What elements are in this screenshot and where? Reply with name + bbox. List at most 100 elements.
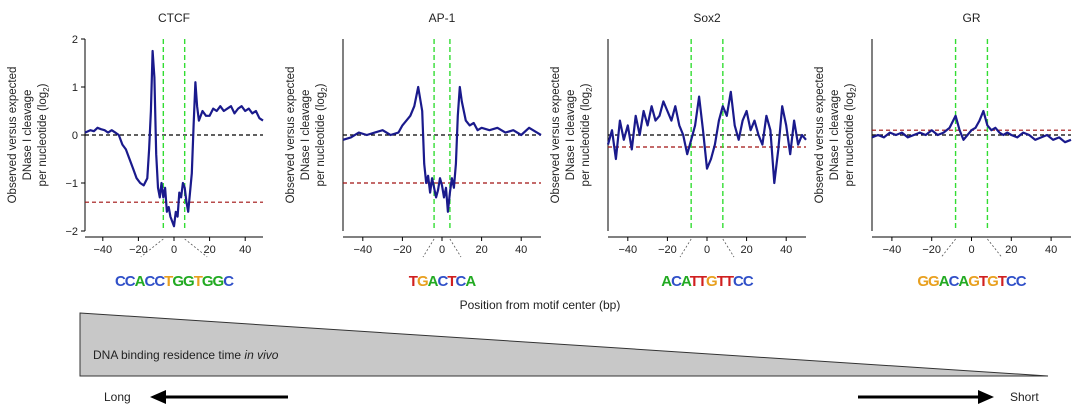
x-tick-label: 20 [740, 244, 752, 256]
motif-logo-letter: G [202, 273, 213, 290]
motif-logo-letter: T [690, 273, 699, 290]
long-label: Long [104, 390, 131, 404]
x-tick-label: 20 [475, 244, 487, 256]
motif-logo: CCACCTGGTGGC [115, 273, 234, 290]
x-tick-label: 20 [203, 244, 215, 256]
residence-time-label: DNA binding residence time in vivo [93, 348, 279, 362]
cleavage-series-line [606, 90, 807, 185]
y-axis-label-line: Observed versus expected [285, 67, 297, 204]
y-axis-label-close: ) [37, 83, 49, 87]
motif-logo-letter: C [1016, 273, 1027, 290]
motif-leader-line [941, 238, 956, 258]
y-axis-label-close: ) [580, 83, 592, 87]
motif-logo-letter: G [213, 273, 224, 290]
y-axis-label-close: ) [315, 83, 327, 87]
motif-logo-letter: C [949, 273, 960, 290]
y-axis-label-subscript: 2 [320, 87, 329, 92]
x-tick-label: 0 [968, 244, 974, 256]
y-tick-label: −1 [65, 178, 78, 190]
x-tick-label: −40 [618, 244, 637, 256]
y-axis-label-line: DNase I cleavage [565, 90, 577, 181]
y-axis-label: Observed versus expected DNase I cleavage… [814, 67, 858, 204]
motif-logo-letter: G [706, 273, 717, 290]
motif-leader-line [140, 238, 164, 258]
x-tick-label: −20 [922, 244, 941, 256]
motif-logo-letter: C [223, 273, 234, 290]
left-arrow-icon [150, 390, 166, 404]
motif-logo-letter: T [998, 273, 1007, 290]
panel-title: CTCF [158, 11, 190, 25]
y-axis-label-subscript: 2 [849, 87, 858, 92]
motif-logo-letter: T [164, 273, 173, 290]
chart-panel-gr: GR Observed versus expected DNase I cleava… [814, 11, 1072, 290]
motif-logo-letter: C [144, 273, 155, 290]
motif-leader-line [184, 238, 208, 258]
y-axis-label-line: DNase I cleavage [300, 90, 312, 181]
motif-leader-line [722, 238, 735, 258]
motif-logo-letter: G [928, 273, 939, 290]
motif-logo: ACATTGTTCC [661, 273, 754, 290]
motif-leader-line [987, 238, 1002, 258]
panel-title: AP-1 [429, 11, 456, 25]
y-axis-label-line: DNase I cleavage [22, 90, 34, 181]
x-tick-label: −20 [658, 244, 677, 256]
motif-logo-letter: C [154, 273, 165, 290]
cleavage-series-line [871, 109, 1072, 144]
chart-panel-sox2: Sox2 Observed versus expected DNase I clea… [550, 11, 807, 290]
x-tick-label: 0 [439, 244, 445, 256]
y-axis-label-line: Observed versus expected [550, 67, 562, 204]
y-tick-label: 1 [72, 82, 78, 94]
motif-logo: GGACAGTGTCC [917, 273, 1026, 290]
motif-logo-letter: C [1006, 273, 1017, 290]
y-axis-label-line: per nucleotide (log [580, 92, 592, 187]
x-tick-label: −40 [353, 244, 372, 256]
y-axis-label-line: Observed versus expected [7, 67, 19, 204]
motif-logo-letter: G [968, 273, 979, 290]
cleavage-series-line [342, 85, 542, 213]
motif-logo-letter: G [183, 273, 194, 290]
y-axis-label-line: per nucleotide (log [37, 92, 49, 187]
y-tick-label: 0 [72, 130, 78, 142]
motif-leader-line [422, 238, 435, 258]
motif-leader-line [449, 238, 462, 258]
right-arrow-icon [978, 390, 994, 404]
y-axis-label-line: per nucleotide (log [315, 92, 327, 187]
motif-logo-letter: C [115, 273, 126, 290]
y-tick-label: 2 [72, 34, 78, 46]
y-axis-label-subscript: 2 [42, 87, 51, 92]
motif-logo-letter: C [671, 273, 682, 290]
panel-title: GR [963, 11, 981, 25]
panel-title: Sox2 [693, 11, 721, 25]
motif-logo-letter: A [428, 273, 439, 290]
y-axis-label-line: Observed versus expected [814, 67, 826, 204]
motif-logo-letter: C [437, 273, 448, 290]
x-tick-label: 0 [704, 244, 710, 256]
motif-logo: TGACTCA [409, 273, 477, 290]
short-indicator: Short [858, 390, 1039, 404]
motif-logo-letter: A [465, 273, 476, 290]
motif-logo-letter: A [661, 273, 672, 290]
chart-panel-ap-1: AP-1 Observed versus expected DNase I clea… [285, 11, 542, 290]
x-tick-label: 40 [515, 244, 527, 256]
y-axis-label-close: ) [844, 83, 856, 87]
cleavage-series-line [84, 49, 264, 228]
y-axis-label-line: DNase I cleavage [829, 90, 841, 181]
y-tick-label: −2 [65, 226, 78, 238]
motif-logo-letter: C [456, 273, 467, 290]
motif-logo-letter: C [743, 273, 754, 290]
motif-logo-letter: T [447, 273, 456, 290]
residence-time-triangle [79, 312, 1049, 377]
x-tick-label: 40 [780, 244, 792, 256]
motif-logo-letter: T [725, 273, 734, 290]
y-axis-label: Observed versus expected DNase I cleavage… [7, 67, 51, 204]
x-tick-label: −20 [129, 244, 148, 256]
y-axis-label-line: per nucleotide (log [844, 92, 856, 187]
residence-time-diagram: DNA binding residence time in vivo [79, 312, 1049, 377]
short-label: Short [1010, 390, 1039, 404]
motif-logo-letter: C [125, 273, 136, 290]
y-axis-label: Observed versus expected DNase I cleavage… [285, 67, 329, 204]
motif-logo-letter: G [917, 273, 928, 290]
motif-logo-letter: A [135, 273, 146, 290]
motif-logo-letter: G [172, 273, 183, 290]
